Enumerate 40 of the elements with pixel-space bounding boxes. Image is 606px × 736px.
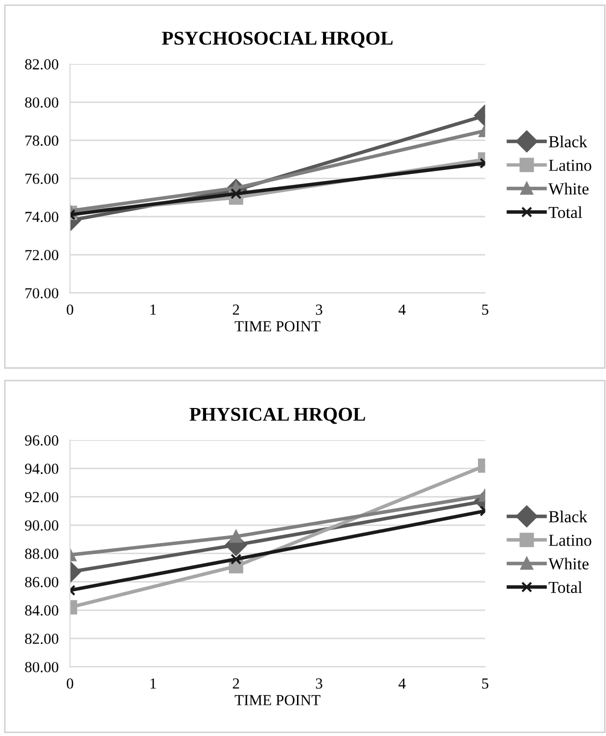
x-tick-label: 3 [316, 678, 322, 689]
y-tick-label: 70.00 [26, 288, 58, 298]
legend-label: Total [548, 581, 582, 594]
x-tick-label: 2 [232, 678, 240, 689]
y-tick-label: 80.00 [25, 97, 58, 108]
y-tick-label: 76.00 [26, 174, 58, 184]
legend-label: White [548, 182, 589, 195]
y-tick-label: 74.00 [26, 212, 58, 222]
y-tick-label: 82.00 [25, 59, 58, 70]
legend-label: Latino [548, 534, 592, 546]
chart-title: PSYCHOSOCIAL HRQOL [162, 32, 393, 48]
legend-label: Latino [548, 160, 592, 171]
x-axis-title: TIME POINT [234, 695, 320, 706]
y-tick-label: 92.00 [25, 492, 58, 502]
y-tick-label: 72.00 [26, 250, 58, 260]
x-tick-label: 0 [66, 304, 74, 315]
x-tick-label: 5 [482, 304, 488, 315]
y-tick-label: 82.00 [25, 634, 58, 644]
legend-label: Black [548, 510, 588, 522]
x-tick-label: 4 [398, 304, 406, 315]
y-tick-label: 84.00 [25, 605, 58, 616]
x-axis-title: TIME POINT [234, 321, 320, 332]
x-tick-label: 4 [398, 678, 406, 689]
legend-label: White [548, 558, 589, 570]
y-tick-label: 88.00 [25, 548, 58, 559]
y-tick-label: 86.00 [25, 576, 58, 588]
x-tick-label: 5 [482, 678, 488, 689]
legend-label: Total [548, 206, 582, 218]
y-tick-label: 78.00 [26, 135, 58, 146]
x-tick-label: 1 [150, 678, 156, 689]
x-tick-label: 1 [150, 304, 156, 315]
y-tick-label: 96.00 [25, 435, 58, 446]
x-tick-label: 2 [232, 304, 240, 315]
y-tick-label: 90.00 [25, 520, 58, 531]
chart-title: PHYSICAL HRQOL [190, 408, 366, 424]
y-tick-label: 80.00 [25, 662, 58, 672]
legend-label: Black [548, 136, 588, 148]
x-tick-label: 0 [66, 678, 74, 689]
x-tick-label: 3 [316, 304, 322, 315]
y-tick-label: 94.00 [25, 464, 58, 474]
